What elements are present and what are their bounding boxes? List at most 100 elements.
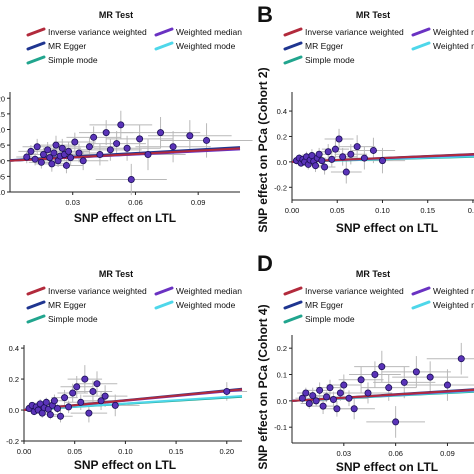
legend-label-ivw: Inverse variance weighted — [48, 27, 147, 37]
data-point — [298, 394, 306, 402]
y-tick-label: 0.2 — [277, 132, 287, 141]
y-tick-label: -0.2 — [6, 437, 19, 446]
data-point — [123, 144, 131, 152]
data-point — [90, 133, 98, 141]
data-point — [186, 132, 194, 140]
legend-swatch-wmode — [411, 41, 431, 51]
x-tick-label: 0.2 — [468, 206, 474, 215]
data-point — [457, 355, 465, 363]
legend: MR Test Inverse variance weighted Weighted… — [283, 10, 474, 65]
data-point — [23, 153, 31, 161]
panel-4: D MR Test Inverse variance weighted Weighte… — [256, 251, 474, 474]
data-point — [85, 143, 93, 151]
y-axis-label: SNP effect on PCa (Cohort 2) — [256, 67, 270, 232]
legend-label-simple: Simple mode — [48, 55, 98, 65]
legend-label-simple: Simple mode — [305, 314, 355, 324]
data-point — [339, 153, 347, 161]
data-point — [106, 146, 114, 154]
panel-1: MR Test Inverse variance weighted Weighted… — [0, 10, 253, 225]
legend: MR Test Inverse variance weighted Weighted… — [26, 269, 242, 324]
y-tick-label: 0.15 — [0, 110, 5, 119]
data-point — [305, 399, 313, 407]
y-tick-label: 0.0 — [277, 158, 287, 167]
data-point — [312, 397, 320, 405]
legend-label-wmode: Weighted mode — [176, 300, 236, 310]
data-point — [75, 149, 83, 157]
data-point — [67, 154, 75, 162]
legend-label-simple: Simple mode — [305, 55, 355, 65]
data-point — [323, 393, 331, 401]
panel-2: B MR Test Inverse variance weighted Weighte… — [256, 2, 474, 235]
data-point — [113, 140, 121, 148]
y-tick-label: 0.0 — [277, 397, 287, 406]
legend-swatch-simple — [283, 55, 303, 65]
data-point — [77, 398, 85, 406]
y-tick-label: 0.20 — [0, 94, 5, 103]
data-point — [369, 146, 377, 154]
data-point — [309, 392, 317, 400]
legend-swatch-simple — [26, 314, 46, 324]
data-point — [96, 150, 104, 158]
data-point — [37, 158, 45, 166]
data-point — [46, 154, 54, 162]
y-axis-label: SNP effect on PCa (Cohort 4) — [256, 304, 270, 469]
x-tick-label: 0.00 — [17, 447, 32, 456]
y-tick-label: 0.2 — [277, 344, 287, 353]
data-point — [203, 136, 211, 144]
data-point — [326, 384, 334, 392]
legend-swatch-ivw — [283, 286, 303, 296]
data-point — [347, 150, 355, 158]
legend-swatch-wmode — [154, 300, 174, 310]
data-point — [321, 163, 329, 171]
data-point — [93, 380, 101, 388]
legend-swatch-simple — [283, 314, 303, 324]
data-point — [169, 143, 177, 151]
y-tick-label: 0.4 — [277, 107, 287, 116]
legend-swatch-wmode — [411, 300, 431, 310]
data-point — [342, 168, 350, 176]
data-point — [329, 396, 337, 404]
legend-label-egger: MR Egger — [305, 300, 343, 310]
y-tick-label: 0.1 — [277, 371, 287, 380]
legend-swatch-ivw — [26, 27, 46, 37]
data-point — [79, 157, 87, 165]
x-tick-label: 0.03 — [65, 198, 80, 207]
x-axis-label: SNP effect on LTL — [336, 221, 438, 235]
legend-swatch-wmode — [154, 41, 174, 51]
x-tick-label: 0.06 — [128, 198, 143, 207]
y-tick-label: 0.4 — [9, 344, 19, 353]
data-point — [65, 147, 73, 155]
data-point — [42, 398, 50, 406]
panel-letter: B — [257, 2, 273, 27]
data-point — [312, 162, 320, 170]
plot-area: 0.2 0.1 0.0 -0.1 0.03 0.06 0.09 — [274, 335, 474, 458]
data-point — [333, 405, 341, 413]
data-point — [412, 368, 420, 376]
legend-title: MR Test — [356, 10, 390, 20]
data-point — [50, 149, 58, 157]
data-point — [97, 397, 105, 405]
y-tick-label: 0.2 — [9, 375, 19, 384]
legend-label-median: Weighted median — [433, 27, 474, 37]
legend-swatch-simple — [26, 55, 46, 65]
data-point — [318, 157, 326, 165]
data-point — [85, 409, 93, 417]
legend-swatch-egger — [26, 41, 46, 51]
legend-label-wmode: Weighted mode — [176, 41, 236, 51]
plot-area: 0.4 0.2 0.0 -0.2 0.00 0.05 0.10 0.15 0.2 — [274, 92, 474, 215]
data-point — [48, 160, 56, 168]
y-tick-label: 0.00 — [0, 157, 5, 166]
legend-swatch-egger — [283, 41, 303, 51]
data-point — [144, 150, 152, 158]
x-tick-label: 0.03 — [337, 449, 352, 458]
legend-swatch-egger — [26, 300, 46, 310]
x-axis-label: SNP effect on LTL — [74, 211, 176, 225]
data-point — [127, 175, 135, 183]
data-point — [136, 135, 144, 143]
data-point — [111, 401, 119, 409]
data-point — [52, 141, 60, 149]
legend-title: MR Test — [99, 269, 133, 279]
data-point — [44, 146, 52, 154]
x-tick-label: 0.00 — [285, 206, 300, 215]
panel-letter: D — [257, 251, 273, 276]
